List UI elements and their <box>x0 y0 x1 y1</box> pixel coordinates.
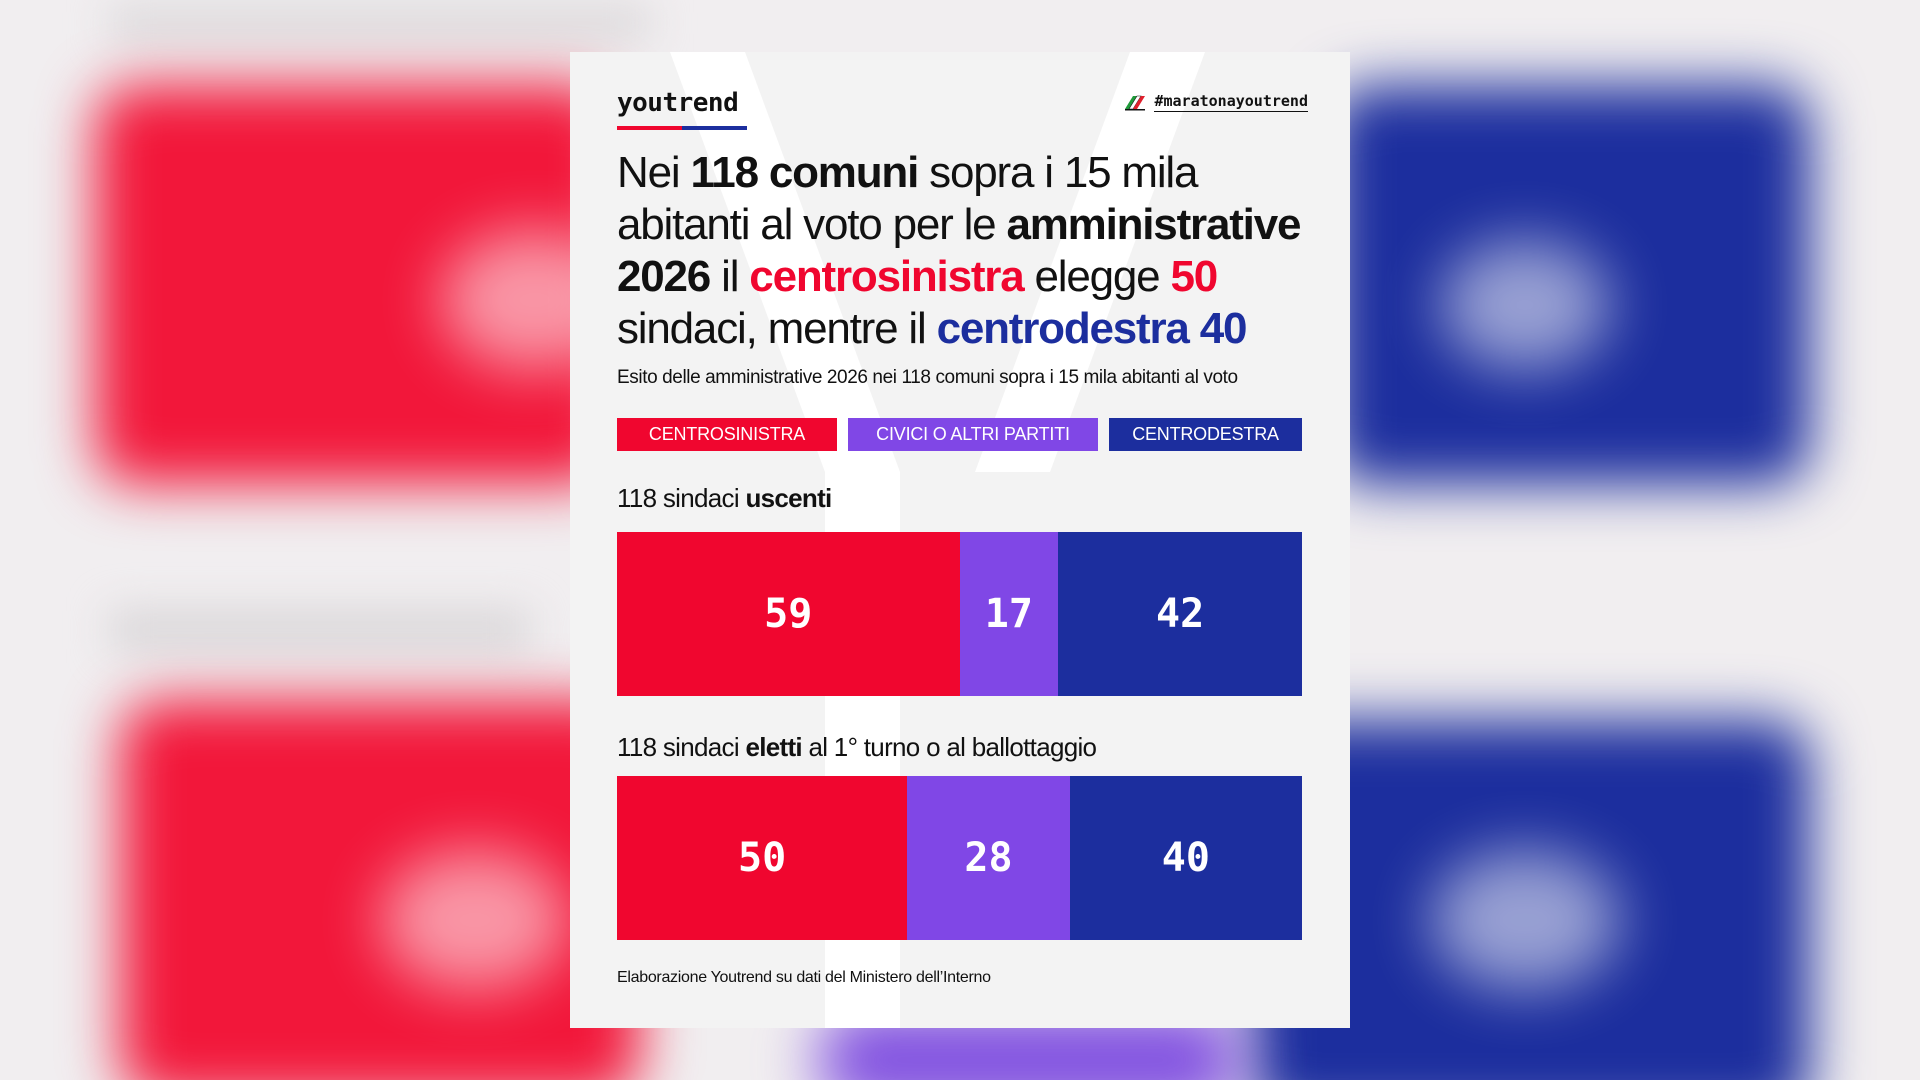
row-label-text: 118 sindaci <box>617 732 746 762</box>
headline-part: sopra i 15 mila abitanti al voto per le <box>617 148 1198 249</box>
italy-flag-icon <box>1125 95 1146 111</box>
data-label: 50 <box>738 835 787 881</box>
youtrend-logo: youtrend <box>617 88 739 118</box>
infographic-card: youtrend #maratonayoutrend Nei 118 comun… <box>570 52 1350 1028</box>
stacked-bar-uscenti: 59 17 42 <box>617 532 1302 696</box>
row-label-eletti: 118 sindaci eletti al 1° turno o al ball… <box>617 732 1097 763</box>
background-blur-red <box>120 700 640 1080</box>
headline-bold: 118 comuni <box>690 148 919 197</box>
row-label-text: 118 sindaci <box>617 483 746 513</box>
segment-centrodestra: 42 <box>1058 532 1302 696</box>
background-blur-grey <box>110 610 530 650</box>
headline-centrodestra: centrodestra 40 <box>936 304 1248 353</box>
stacked-bar-eletti: 50 28 40 <box>617 776 1302 940</box>
row-label-uscenti: 118 sindaci uscenti <box>617 483 832 514</box>
headline-part: Nei <box>617 148 691 197</box>
segment-civici: 17 <box>959 532 1059 696</box>
legend-centrosinistra: CENTROSINISTRA <box>617 418 837 451</box>
logo-underline <box>617 126 747 130</box>
headline-part: sindaci, mentre il <box>617 304 937 353</box>
hashtag-text: #maratonayoutrend <box>1154 92 1308 112</box>
headline-bold: amministrative 2026 <box>617 200 1301 301</box>
row-label-bold: uscenti <box>745 483 832 513</box>
legend: CENTROSINISTRA CIVICI O ALTRI PARTITI CE… <box>617 418 1302 451</box>
logo-underline-blue <box>682 126 747 130</box>
data-label: 40 <box>1161 835 1210 881</box>
row-label-bold: eletti <box>745 732 802 762</box>
background-blur-highlight <box>1440 240 1610 370</box>
headline-centrosinistra: centrosinistra <box>749 252 1024 301</box>
background-blur-highlight <box>380 850 570 990</box>
source-note: Elaborazione Youtrend su dati del Minist… <box>617 969 991 986</box>
background-blur-grey <box>110 8 650 38</box>
row-label-text: al 1° turno o al ballottaggio <box>801 732 1097 762</box>
data-label: 28 <box>964 835 1013 881</box>
segment-centrodestra: 40 <box>1069 776 1302 940</box>
headline: Nei 118 comuni sopra i 15 mila abitanti … <box>617 147 1337 355</box>
headline-number-50: 50 <box>1170 252 1218 301</box>
data-label: 42 <box>1155 591 1205 637</box>
segment-centrosinistra: 59 <box>617 532 960 696</box>
data-label: 17 <box>984 591 1033 637</box>
headline-part: il <box>710 252 750 301</box>
data-label: 59 <box>764 591 813 637</box>
logo-underline-red <box>617 126 682 130</box>
legend-civici: CIVICI O ALTRI PARTITI <box>848 418 1098 451</box>
background-blur-highlight <box>1430 850 1620 990</box>
legend-centrodestra: CENTRODESTRA <box>1109 418 1302 451</box>
hashtag: #maratonayoutrend <box>1124 92 1308 112</box>
subtitle: Esito delle amministrative 2026 nei 118 … <box>617 367 1238 388</box>
segment-civici: 28 <box>907 776 1070 940</box>
headline-part: elegge <box>1023 252 1171 301</box>
segment-centrosinistra: 50 <box>617 776 908 940</box>
